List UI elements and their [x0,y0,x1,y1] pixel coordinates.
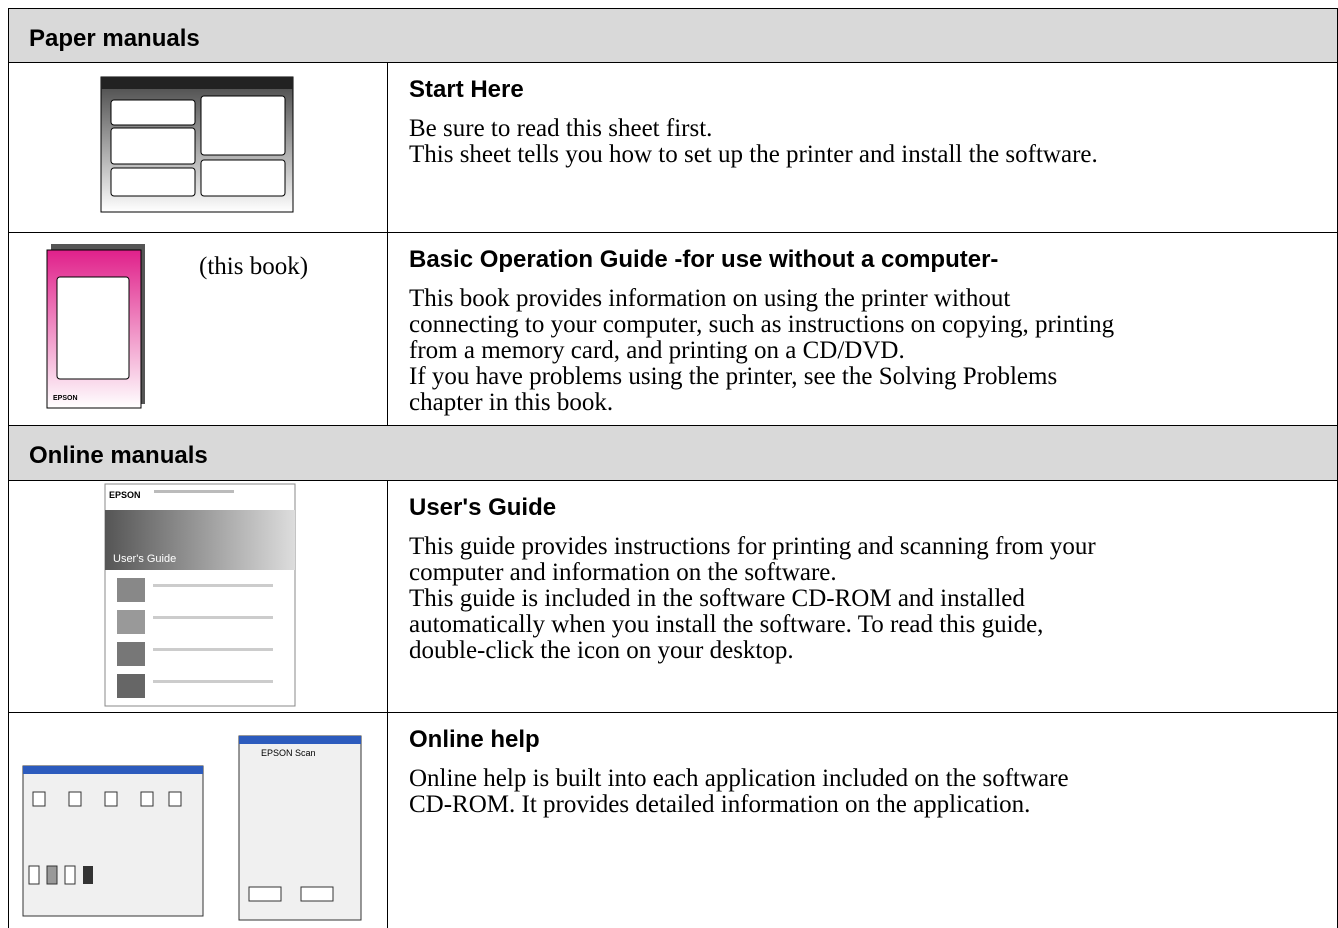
thumb-cell [9,62,388,232]
brand-label: EPSON [109,490,141,500]
manual-row: EPSON User's Guide User's Guide This guid… [8,480,1338,713]
manual-row: EPSON Scan Online help Online help is bui… [8,712,1338,928]
description: Online help Online help is built into eac… [409,726,1337,818]
app-label: EPSON Scan [261,748,316,758]
body-line: This sheet tells you how to set up the p… [409,141,1098,168]
guide-thumbnail: EPSON User's Guide [104,483,296,707]
cover-title: User's Guide [113,553,176,565]
body-line: If you have problems using the printer, … [409,363,1058,390]
brand-label: EPSON [53,395,78,402]
manual-title: Basic Operation Guide -for use without a… [409,246,999,273]
thumb-cell: EPSON Scan [9,712,388,928]
section-header: Paper manuals [8,8,1338,63]
body-line: This guide provides instructions for pri… [409,533,1096,560]
body-line: This guide is included in the software C… [409,585,1025,612]
manual-title: User's Guide [409,494,557,521]
book-icon: EPSON (this book) [46,244,308,409]
description: User's Guide This guide provides instruct… [409,494,1337,664]
body-line: double-click the icon on your desktop. [409,637,794,664]
body-line: automatically when you install the softw… [409,611,1044,638]
description: Start Here Be sure to read this sheet fir… [409,76,1337,168]
body-line: chapter in this book. [409,389,614,416]
body-line: computer and information on the software… [409,559,837,586]
sheet-icon [100,76,294,213]
body-line: connecting to your computer, such as ins… [409,311,1115,338]
description: Basic Operation Guide -for use without a… [409,246,1337,416]
book-note: (this book) [199,253,308,280]
help-screenshots: EPSON Scan [22,735,362,921]
body-line: CD-ROM. It provides detailed information… [409,791,1031,818]
thumb-cell: EPSON User's Guide [9,480,388,712]
thumb-cell: EPSON (this book) [9,232,388,425]
body-line: Be sure to read this sheet first. [409,115,713,142]
body-line: Online help is built into each applicati… [409,765,1069,792]
manual-title: Start Here [409,76,524,103]
manual-title: Online help [409,726,540,753]
body-line: This book provides information on using … [409,285,1011,312]
body-line: from a memory card, and printing on a CD… [409,337,905,364]
manual-row: Start Here Be sure to read this sheet fir… [8,62,1338,233]
manual-row: EPSON (this book) Basic Operation Guide … [8,232,1338,426]
section-header: Online manuals [8,425,1338,481]
